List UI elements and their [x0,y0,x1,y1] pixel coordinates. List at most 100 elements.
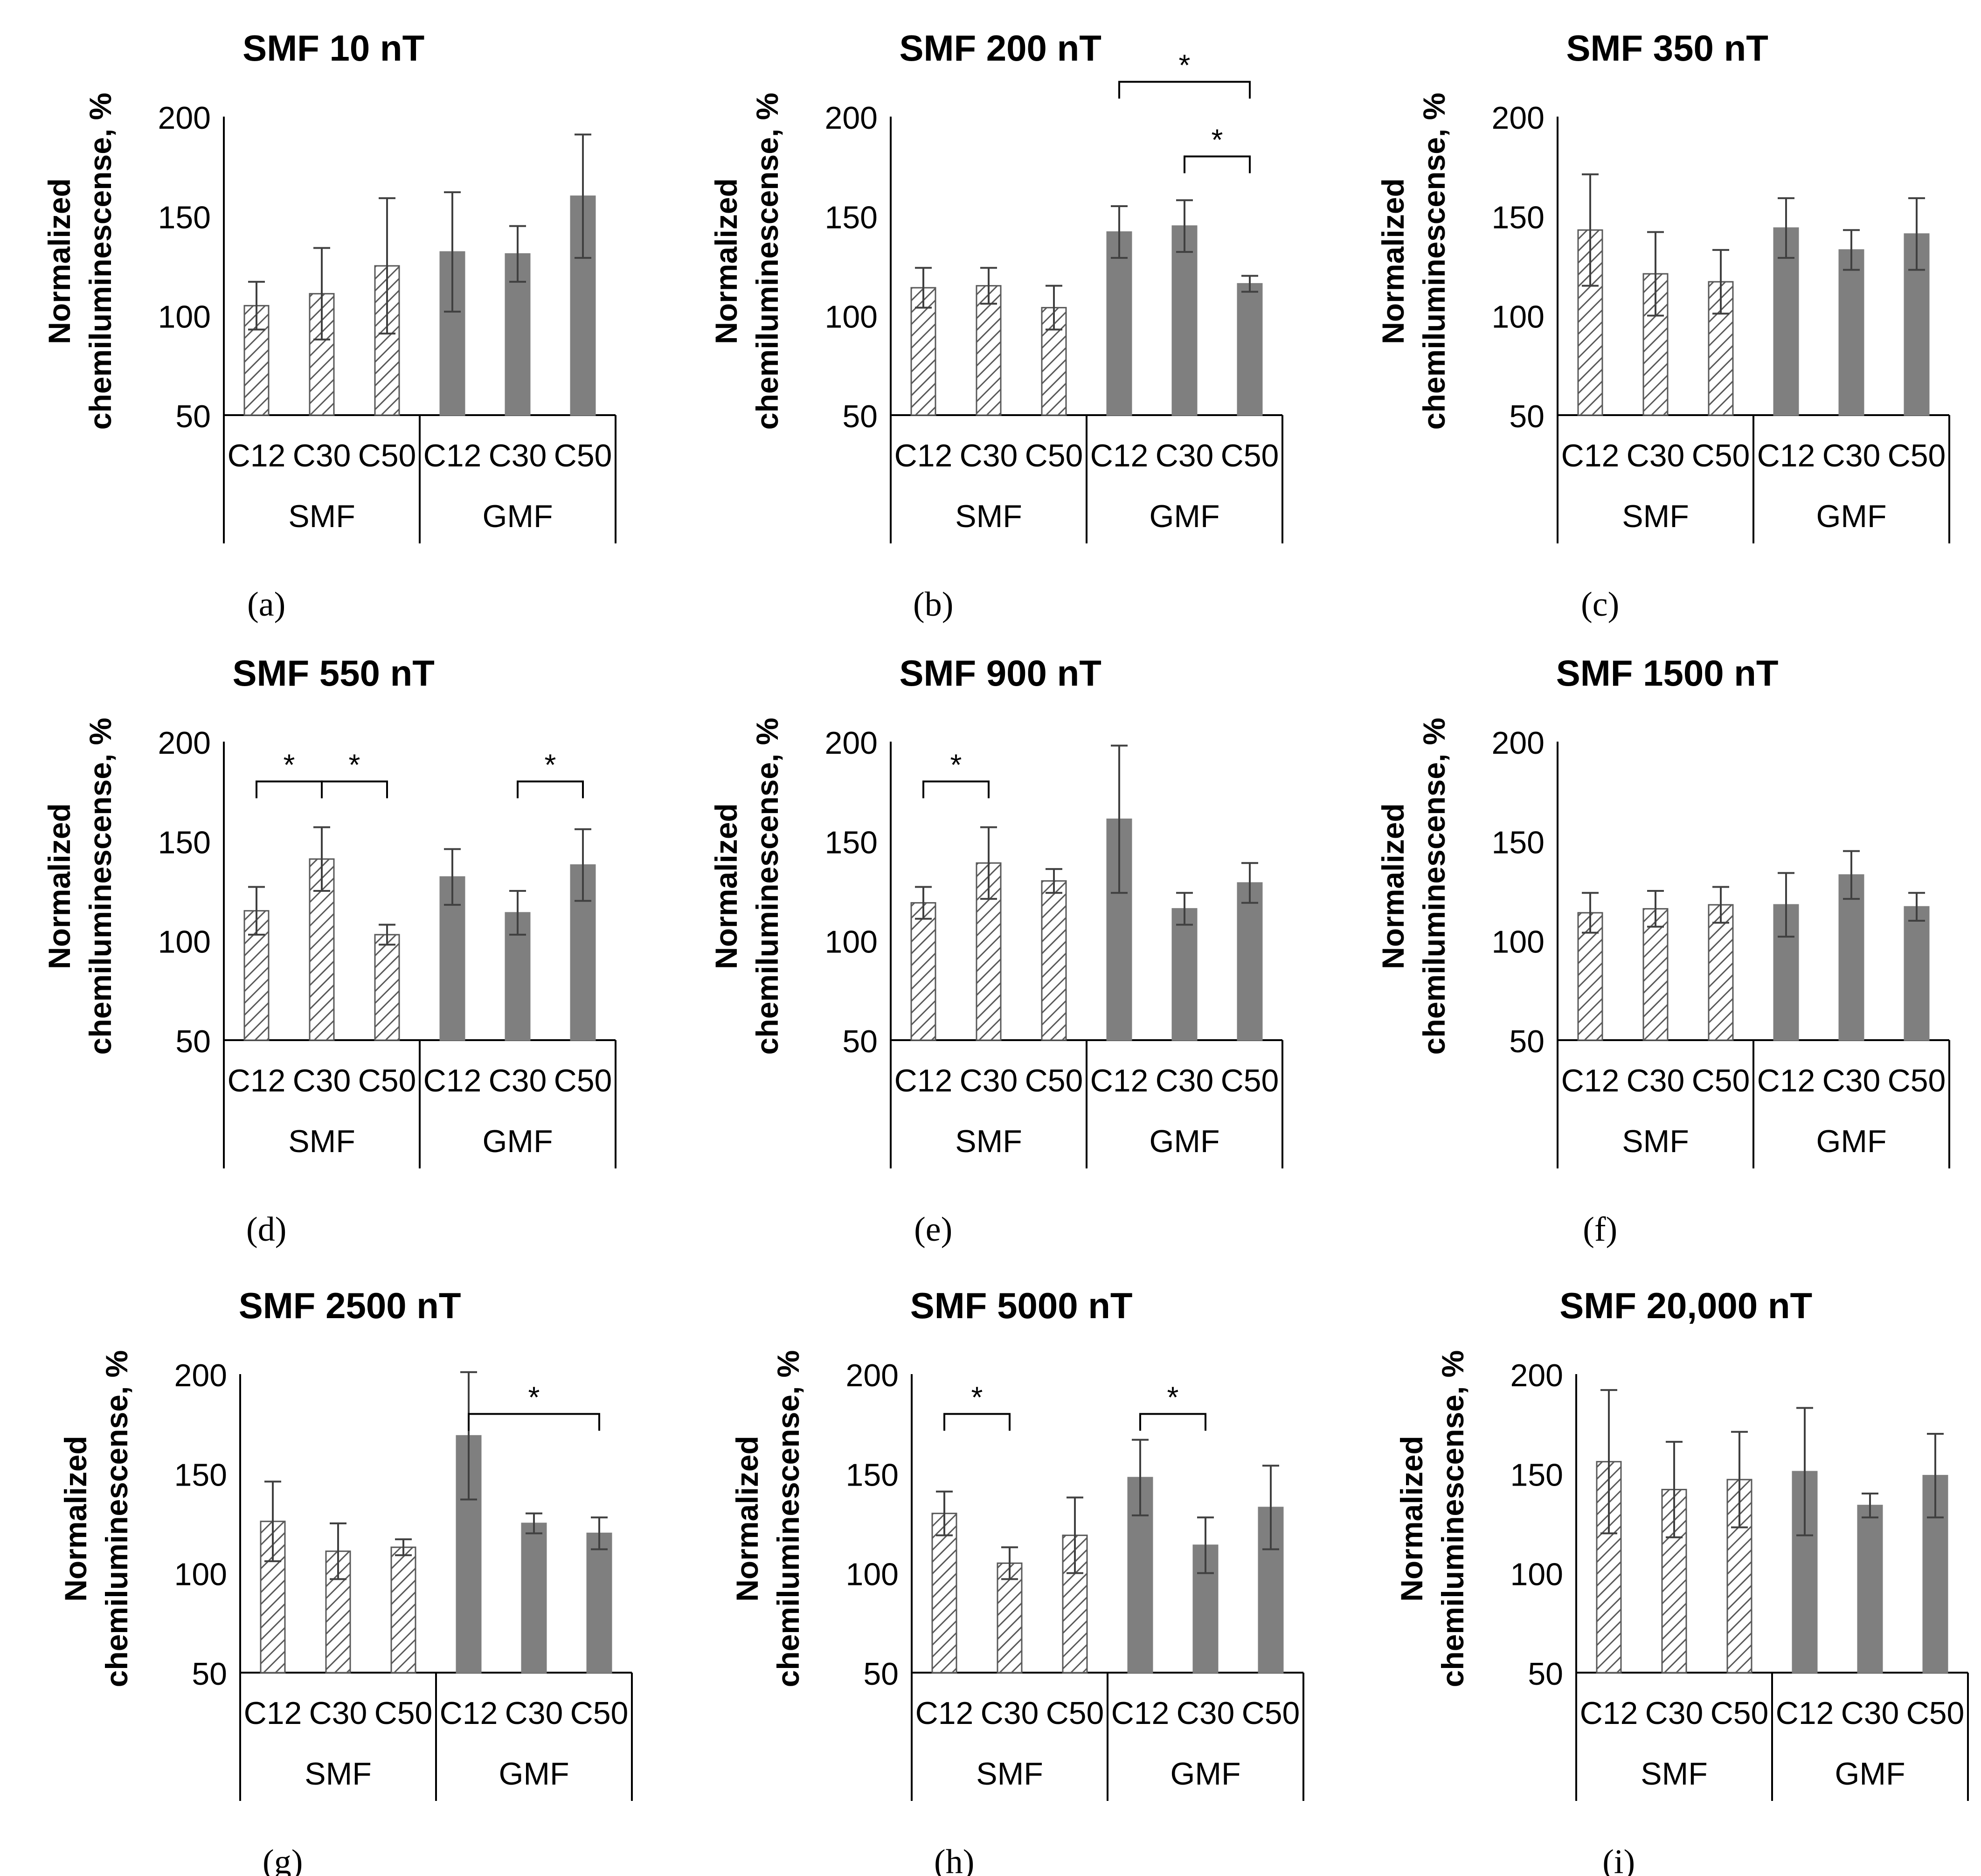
y-axis-label: chemiluminescense, % [771,1350,805,1688]
y-tick-label: 100 [1492,924,1545,960]
x-category-label: C50 [358,438,416,473]
x-group-label: GMF [1816,1124,1886,1159]
y-axis-label: chemiluminescense, % [1417,93,1451,430]
x-category-label: C12 [228,1063,286,1098]
x-category-label: C30 [1627,1063,1685,1098]
bar [1708,904,1734,1041]
significance-bracket [517,780,584,799]
x-category-label: C12 [1090,438,1149,473]
significance-bracket [943,1413,1011,1431]
x-group-label: SMF [288,499,355,534]
chart-title: SMF 10 nT [242,28,424,69]
panel-letter: (h) [934,1843,974,1876]
x-category-label: C50 [1025,438,1083,473]
y-axis-label: Normalized [42,803,76,969]
y-tick-label: 150 [1492,200,1545,235]
x-category-label: C12 [1561,1063,1620,1098]
y-tick-label: 100 [1510,1557,1563,1592]
x-category-label: C30 [1627,438,1685,473]
panel-letter: (f) [1583,1210,1617,1249]
chart-panel: SMF 2500 nT Normalized chemiluminescense, … [58,1285,633,1876]
panel-letter: (c) [1581,585,1619,624]
chart-panel: SMF 200 nT Normalized chemiluminescense, %… [709,28,1283,624]
y-tick-label: 200 [1510,1358,1563,1393]
y-tick-label: 150 [174,1457,227,1493]
y-axis-label: chemiluminescense, % [1435,1350,1470,1688]
x-category-label: C12 [1580,1695,1638,1731]
x-category-label: C50 [554,1063,612,1098]
x-category-label: C50 [1906,1695,1965,1731]
chart-panel: SMF 900 nT Normalized chemiluminescense, %… [709,653,1283,1249]
x-category-label: C30 [293,438,351,473]
y-tick-label: 50 [842,1024,878,1059]
x-category-label: C50 [554,438,612,473]
y-tick-label: 100 [825,299,878,335]
x-group-label: SMF [1622,499,1689,534]
y-tick-label: 200 [158,100,211,136]
x-category-label: C12 [423,438,482,473]
x-category-label: C12 [1776,1695,1834,1731]
y-tick-label: 100 [1492,299,1545,335]
x-category-label: C30 [960,438,1018,473]
x-category-label: C30 [309,1695,367,1731]
x-category-label: C12 [1757,1063,1815,1098]
y-tick-label: 200 [1492,100,1545,136]
panel-letter: (a) [247,585,285,624]
x-category-label: C30 [1156,1063,1214,1098]
chart-panel: SMF 20,000 nT Normalized chemiluminescense… [1394,1285,1969,1876]
significance-star: * [1212,123,1223,156]
x-category-label: C30 [1645,1695,1704,1731]
chart-title: SMF 200 nT [899,28,1101,69]
y-tick-label: 150 [1510,1457,1563,1493]
y-axis-label: Normalized [42,178,76,344]
chart-panel: SMF 550 nT Normalized chemiluminescense, %… [42,653,616,1249]
bar [1171,908,1198,1041]
x-category-label: C12 [915,1695,974,1731]
x-category-label: C50 [1711,1695,1769,1731]
significance-bracket [321,780,388,799]
y-tick-label: 200 [1492,725,1545,761]
y-tick-label: 100 [174,1557,227,1592]
bar [374,934,400,1041]
y-tick-label: 100 [158,299,211,335]
x-category-label: C12 [894,438,953,473]
y-axis-label: chemiluminescense, % [1417,718,1451,1055]
x-group-label: GMF [1835,1756,1905,1792]
chart-title: SMF 20,000 nT [1559,1285,1812,1326]
y-tick-label: 200 [825,725,878,761]
x-category-label: C30 [1841,1695,1899,1731]
bar [1171,225,1198,416]
bar [1857,1505,1883,1674]
y-axis-label: chemiluminescense, % [83,718,118,1055]
x-category-label: C12 [1757,438,1815,473]
bar [976,285,1002,416]
x-category-label: C50 [358,1063,416,1098]
x-group-label: GMF [1170,1756,1240,1792]
bar [1106,231,1132,416]
y-axis-label: chemiluminescense, % [750,718,784,1055]
x-category-label: C12 [1090,1063,1149,1098]
panel-letter: (g) [263,1843,303,1876]
y-tick-label: 50 [192,1656,227,1692]
bar [1237,882,1263,1041]
y-tick-label: 150 [158,200,211,235]
y-axis-label: Normalized [709,803,743,969]
significance-bracket [256,780,323,799]
y-axis-label: Normalized [58,1436,93,1602]
y-tick-label: 50 [175,1024,211,1059]
chart-panel: SMF 350 nT Normalized chemiluminescense, %… [1376,28,1950,624]
x-group-label: SMF [976,1756,1043,1792]
y-tick-label: 200 [174,1358,227,1393]
y-tick-label: 100 [825,924,878,960]
y-tick-label: 50 [863,1656,899,1692]
x-category-label: C30 [981,1695,1039,1731]
x-group-label: GMF [1149,499,1219,534]
bar [1904,906,1930,1041]
x-category-label: C50 [374,1695,433,1731]
bar [586,1532,612,1674]
y-tick-label: 50 [1509,399,1545,434]
significance-star: * [284,748,295,781]
significance-bracket [468,1413,600,1431]
bar [1642,908,1669,1041]
chart-title: SMF 5000 nT [910,1285,1133,1326]
